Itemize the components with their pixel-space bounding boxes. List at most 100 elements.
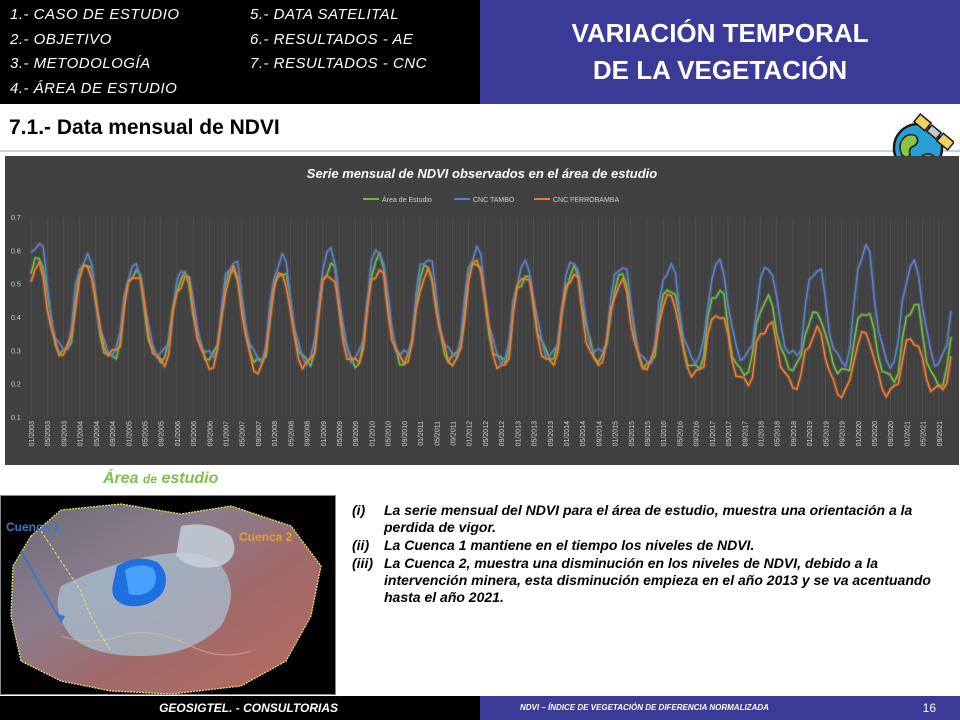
x-tick-label: 09/2021	[937, 421, 944, 446]
satellite-map-image	[10, 503, 322, 694]
y-tick-label: 0.3	[11, 348, 21, 355]
x-tick-label: 05/2017	[726, 421, 733, 446]
x-tick-label: 01/2017	[710, 421, 717, 446]
x-tick-label: 01/2014	[564, 421, 571, 446]
menu-item-objetivo[interactable]: 2.- OBJETIVO	[10, 31, 112, 48]
x-tick-label: 05/2016	[677, 421, 684, 446]
x-tick-label: 01/2021	[904, 421, 911, 446]
map-label-cuenca-1: Cuenca 1	[6, 520, 60, 534]
y-tick-label: 0.4	[11, 315, 21, 322]
chart-series	[29, 241, 953, 400]
x-tick-label: 05/2010	[386, 421, 393, 446]
x-tick-label: 01/2020	[856, 421, 863, 446]
observation-marker: (iii)	[352, 555, 373, 571]
observation-item: (iii) La Cuenca 2, muestra una disminuci…	[352, 555, 942, 606]
menu-item-metodologia[interactable]: 3.- METODOLOGÍA	[10, 55, 151, 72]
x-tick-label: 01/2013	[515, 421, 522, 446]
x-tick-label: 01/2006	[175, 421, 182, 446]
menu-item-area-de-estudio[interactable]: 4.- ÁREA DE ESTUDIO	[10, 80, 178, 97]
legend-label: Área de Estudio	[382, 195, 432, 204]
section-title: 7.1.- Data mensual de NDVI	[9, 116, 280, 139]
x-tick-label: 05/2013	[532, 421, 539, 446]
x-tick-label: 05/2008	[288, 421, 295, 446]
x-tick-label: 01/2010	[369, 421, 376, 446]
observation-text: La serie mensual del NDVI para el área d…	[384, 502, 913, 535]
footer-definition: NDVI – ÍNDICE DE VEGETACIÓN DE DIFERENCI…	[480, 696, 960, 720]
top-bar: 1.- CASO DE ESTUDIO 2.- OBJETIVO 3.- MET…	[0, 0, 960, 104]
x-tick-label: 09/2015	[645, 421, 652, 446]
series-line	[30, 259, 952, 399]
observations-list: (i) La serie mensual del NDVI para el ár…	[352, 502, 942, 607]
chart-grid	[30, 217, 952, 417]
x-tick-label: 01/2003	[29, 421, 36, 446]
x-tick-label: 05/2004	[94, 421, 101, 446]
x-tick-label: 05/2003	[45, 421, 52, 446]
x-tick-label: 01/2012	[467, 421, 474, 446]
x-tick-label: 05/2005	[142, 421, 149, 446]
y-tick-label: 0.5	[11, 282, 21, 289]
x-tick-label: 05/2014	[580, 421, 587, 446]
x-tick-label: 09/2010	[402, 421, 409, 446]
menu-item-resultados-ae[interactable]: 6.- RESULTADOS - AE	[250, 31, 414, 48]
area-label: Área de estudio	[103, 470, 218, 488]
slide-title-line-1: VARIACIÓN TEMPORAL	[571, 18, 869, 48]
area-label-main-2: estudio	[157, 470, 219, 487]
x-tick-label: 09/2003	[61, 421, 68, 446]
x-tick-label: 01/2019	[807, 421, 814, 446]
series-line	[30, 243, 952, 370]
x-tick-label: 01/2005	[126, 421, 133, 446]
y-tick-label: 0.7	[11, 215, 21, 222]
ndvi-chart-svg: Serie mensual de NDVI observados en el á…	[11, 166, 953, 446]
page-number: 16	[922, 701, 936, 715]
menu-item-resultados-cnc[interactable]: 7.- RESULTADOS - CNC	[250, 55, 427, 72]
x-tick-label: 01/2016	[661, 421, 668, 446]
chart-legend: Área de Estudio CNC TAMBO CNC FERROBAMBA	[363, 195, 619, 204]
x-tick-label: 09/2018	[791, 421, 798, 446]
x-tick-label: 01/2009	[321, 421, 328, 446]
ndvi-chart: Serie mensual de NDVI observados en el á…	[5, 156, 959, 465]
series-glow	[29, 250, 953, 389]
y-tick-label: 0.2	[11, 382, 21, 389]
x-tick-label: 01/2008	[272, 421, 279, 446]
x-tick-label: 05/2020	[872, 421, 879, 446]
x-tick-label: 09/2019	[840, 421, 847, 446]
map-label-cuenca-2: Cuenca 2	[239, 530, 293, 544]
menu-item-caso-de-estudio[interactable]: 1.- CASO DE ESTUDIO	[10, 6, 180, 23]
slide-title-line-2: DE LA VEGETACIÓN	[592, 55, 848, 85]
x-tick-label: 05/2006	[191, 421, 198, 446]
x-tick-label: 09/2008	[305, 421, 312, 446]
menu-item-data-satelital[interactable]: 5.- DATA SATELITAL	[250, 6, 400, 23]
area-label-main: Área	[103, 470, 144, 487]
study-area-map: Cuenca 1 Cuenca 2	[0, 495, 336, 695]
legend-label: CNC TAMBO	[473, 197, 515, 204]
section-menu: 1.- CASO DE ESTUDIO 2.- OBJETIVO 3.- MET…	[0, 0, 480, 104]
x-tick-label: 09/2017	[742, 421, 749, 446]
x-tick-label: 09/2014	[596, 421, 603, 446]
x-tick-label: 01/2007	[224, 421, 231, 446]
x-tick-label: 01/2015	[613, 421, 620, 446]
x-tick-label: 09/2004	[110, 421, 117, 446]
x-tick-label: 09/2009	[353, 421, 360, 446]
footer-company: GEOSIGTEL. - CONSULTORIAS	[0, 696, 480, 720]
x-tick-label: 05/2009	[337, 421, 344, 446]
x-tick-label: 09/2013	[548, 421, 555, 446]
x-tick-label: 05/2007	[240, 421, 247, 446]
observation-item: (ii) La Cuenca 1 mantiene en el tiempo l…	[352, 537, 942, 554]
x-tick-label: 09/2005	[159, 421, 166, 446]
legend-label: CNC FERROBAMBA	[553, 197, 619, 204]
x-tick-label: 09/2011	[450, 421, 457, 446]
title-divider	[0, 150, 960, 152]
footer-definition-text: NDVI – ÍNDICE DE VEGETACIÓN DE DIFERENCI…	[520, 703, 769, 712]
observation-marker: (i)	[352, 502, 366, 518]
x-tick-label: 05/2015	[629, 421, 636, 446]
x-tick-label: 05/2021	[921, 421, 928, 446]
slide-title-box: VARIACIÓN TEMPORAL DE LA VEGETACIÓN	[480, 0, 960, 104]
x-tick-label: 05/2018	[775, 421, 782, 446]
y-tick-label: 0.1	[11, 415, 21, 422]
x-tick-label: 01/2004	[78, 421, 85, 446]
x-axis: 01/2003 05/2003 09/2003 01/2004 05/2004 09/20…	[29, 421, 944, 446]
y-tick-label: 0.6	[11, 248, 21, 255]
x-tick-label: 05/2012	[483, 421, 490, 446]
x-tick-label: 05/2011	[434, 421, 441, 446]
observation-text: La Cuenca 1 mantiene en el tiempo los ni…	[384, 537, 755, 553]
